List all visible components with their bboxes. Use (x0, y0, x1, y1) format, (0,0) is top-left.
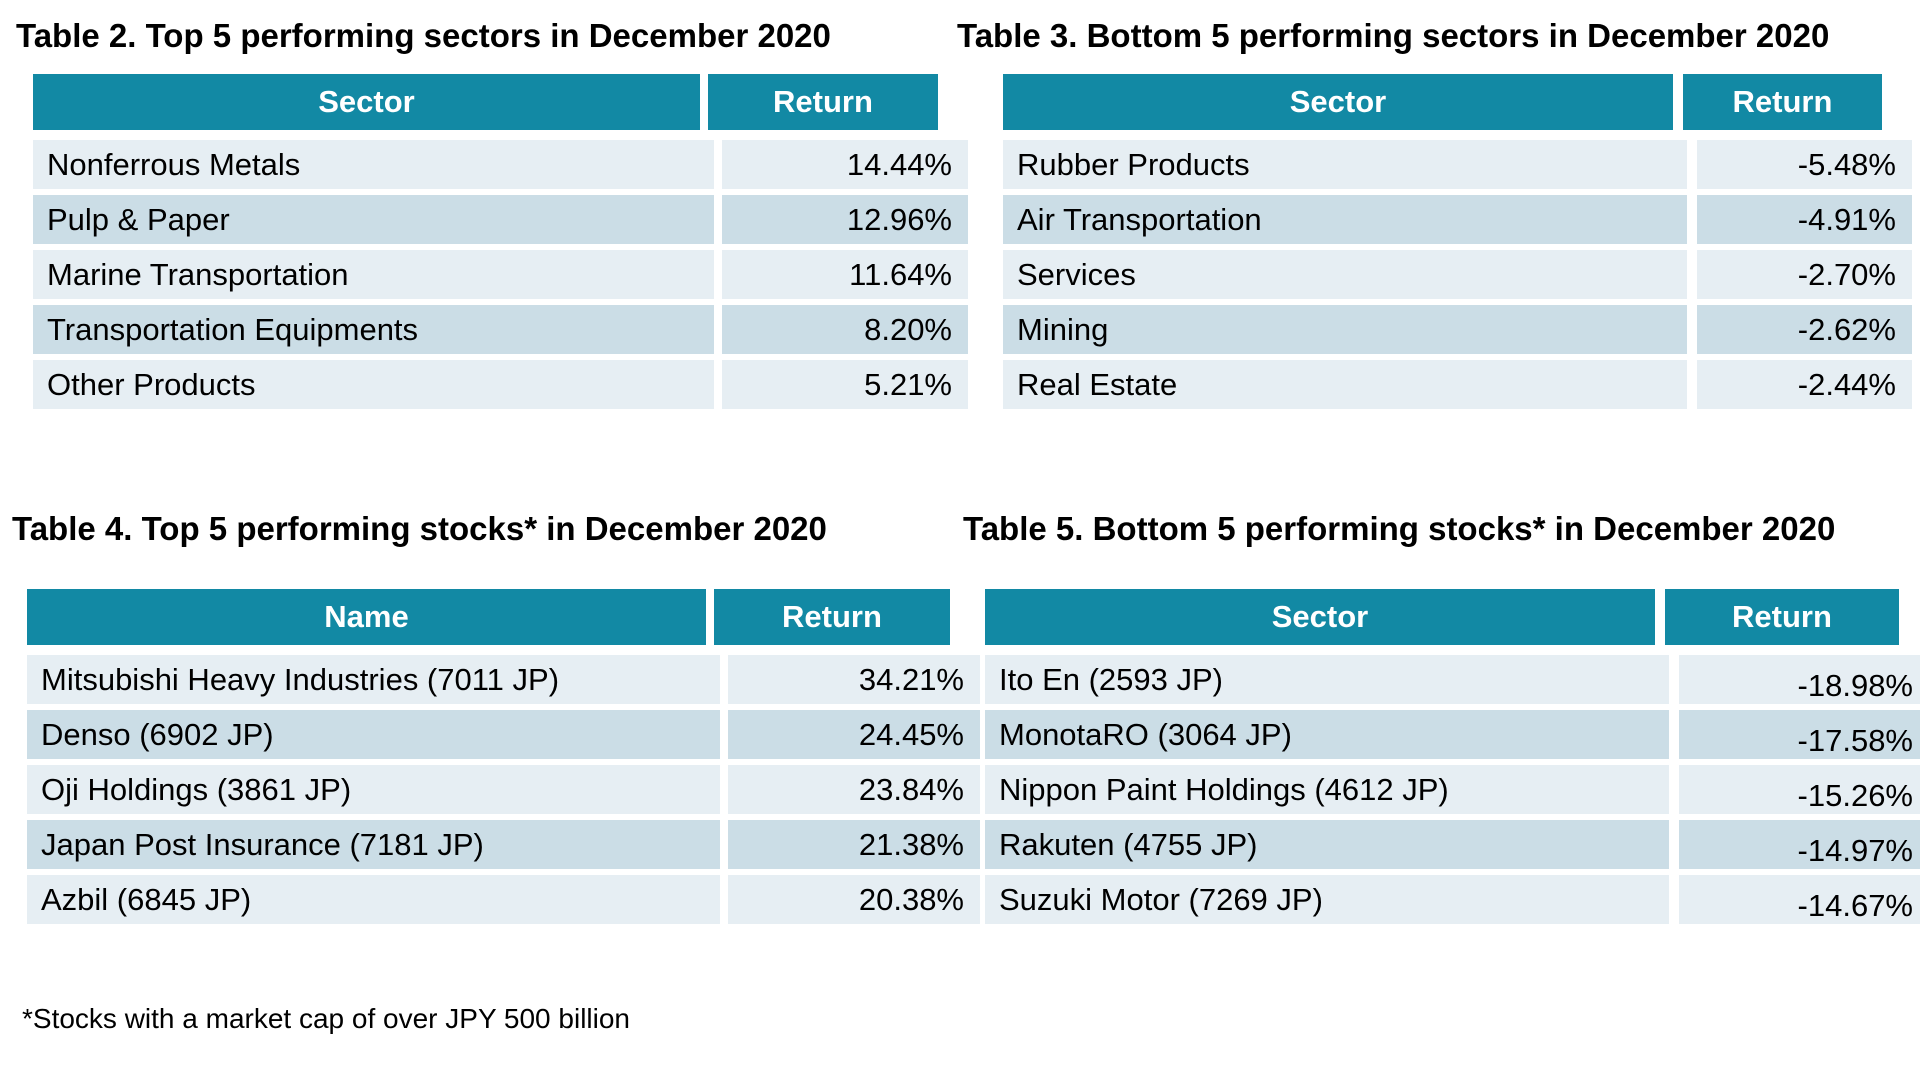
cell-sector: Transportation Equipments (33, 305, 714, 354)
cell-return: 11.64% (722, 250, 968, 299)
cell-return: 23.84% (728, 765, 980, 814)
cell-return: 34.21% (728, 655, 980, 704)
cell-sector: Pulp & Paper (33, 195, 714, 244)
table2-header-row: Sector Return (33, 74, 968, 130)
cell-return: -14.97% (1679, 820, 1920, 869)
table-row: Ito En (2593 JP) -18.98% (985, 655, 1920, 704)
table4: Name Return Mitsubishi Heavy Industries … (27, 589, 980, 924)
table-row: Suzuki Motor (7269 JP) -14.67% (985, 875, 1920, 924)
cell-sector: Services (1003, 250, 1687, 299)
table-row: Mitsubishi Heavy Industries (7011 JP) 34… (27, 655, 980, 704)
cell-return: -14.67% (1679, 875, 1920, 924)
table-row: Pulp & Paper 12.96% (33, 195, 968, 244)
cell-name: Mitsubishi Heavy Industries (7011 JP) (27, 655, 720, 704)
footnote: *Stocks with a market cap of over JPY 50… (22, 1003, 631, 1034)
table-row: Azbil (6845 JP) 20.38% (27, 875, 980, 924)
cell-return: 24.45% (728, 710, 980, 759)
cell-return: -17.58% (1679, 710, 1920, 759)
cell-return: -2.62% (1697, 305, 1912, 354)
cell-return: 8.20% (722, 305, 968, 354)
cell-name: Rakuten (4755 JP) (985, 820, 1669, 869)
table-row: Mining -2.62% (1003, 305, 1912, 354)
column-header-return: Return (714, 589, 950, 645)
cell-return: 20.38% (728, 875, 980, 924)
cell-name: Japan Post Insurance (7181 JP) (27, 820, 720, 869)
table-row: Rakuten (4755 JP) -14.97% (985, 820, 1920, 869)
column-header-sector: Sector (1003, 74, 1673, 130)
table-row: Transportation Equipments 8.20% (33, 305, 968, 354)
table-row: Services -2.70% (1003, 250, 1912, 299)
cell-return: -5.48% (1697, 140, 1912, 189)
table5-title: Table 5. Bottom 5 performing stocks* in … (963, 510, 1836, 547)
cell-return: -2.44% (1697, 360, 1912, 409)
table4-title: Table 4. Top 5 performing stocks* in Dec… (12, 510, 827, 547)
cell-return: 12.96% (722, 195, 968, 244)
cell-name: Ito En (2593 JP) (985, 655, 1669, 704)
table3-title: Table 3. Bottom 5 performing sectors in … (957, 17, 1830, 54)
cell-name: Suzuki Motor (7269 JP) (985, 875, 1669, 924)
table-row: Real Estate -2.44% (1003, 360, 1912, 409)
cell-return: -2.70% (1697, 250, 1912, 299)
table2-title: Table 2. Top 5 performing sectors in Dec… (16, 17, 831, 54)
table-row: Oji Holdings (3861 JP) 23.84% (27, 765, 980, 814)
table5: Sector Return Ito En (2593 JP) -18.98% M… (985, 589, 1920, 924)
table-row: Air Transportation -4.91% (1003, 195, 1912, 244)
cell-return: -4.91% (1697, 195, 1912, 244)
column-header-return: Return (708, 74, 938, 130)
column-header-return: Return (1665, 589, 1899, 645)
table2: Sector Return Nonferrous Metals 14.44% P… (33, 74, 968, 409)
table-row: MonotaRO (3064 JP) -17.58% (985, 710, 1920, 759)
table3: Sector Return Rubber Products -5.48% Air… (1003, 74, 1912, 409)
table4-header-row: Name Return (27, 589, 980, 645)
column-header-name: Name (27, 589, 706, 645)
cell-name: Azbil (6845 JP) (27, 875, 720, 924)
cell-return: 14.44% (722, 140, 968, 189)
cell-return: 5.21% (722, 360, 968, 409)
cell-sector: Real Estate (1003, 360, 1687, 409)
cell-sector: Other Products (33, 360, 714, 409)
table-row: Other Products 5.21% (33, 360, 968, 409)
table3-header-row: Sector Return (1003, 74, 1912, 130)
cell-name: Nippon Paint Holdings (4612 JP) (985, 765, 1669, 814)
table5-header-row: Sector Return (985, 589, 1920, 645)
cell-sector: Marine Transportation (33, 250, 714, 299)
cell-return: -15.26% (1679, 765, 1920, 814)
column-header-sector: Sector (985, 589, 1655, 645)
cell-return: -18.98% (1679, 655, 1920, 704)
cell-sector: Rubber Products (1003, 140, 1687, 189)
table-row: Japan Post Insurance (7181 JP) 21.38% (27, 820, 980, 869)
table-row: Marine Transportation 11.64% (33, 250, 968, 299)
table-row: Denso (6902 JP) 24.45% (27, 710, 980, 759)
table-row: Nippon Paint Holdings (4612 JP) -15.26% (985, 765, 1920, 814)
cell-return: 21.38% (728, 820, 980, 869)
column-header-sector: Sector (33, 74, 700, 130)
cell-sector: Air Transportation (1003, 195, 1687, 244)
cell-name: Denso (6902 JP) (27, 710, 720, 759)
table-row: Nonferrous Metals 14.44% (33, 140, 968, 189)
cell-name: Oji Holdings (3861 JP) (27, 765, 720, 814)
cell-name: MonotaRO (3064 JP) (985, 710, 1669, 759)
cell-sector: Nonferrous Metals (33, 140, 714, 189)
table-row: Rubber Products -5.48% (1003, 140, 1912, 189)
column-header-return: Return (1683, 74, 1882, 130)
cell-sector: Mining (1003, 305, 1687, 354)
